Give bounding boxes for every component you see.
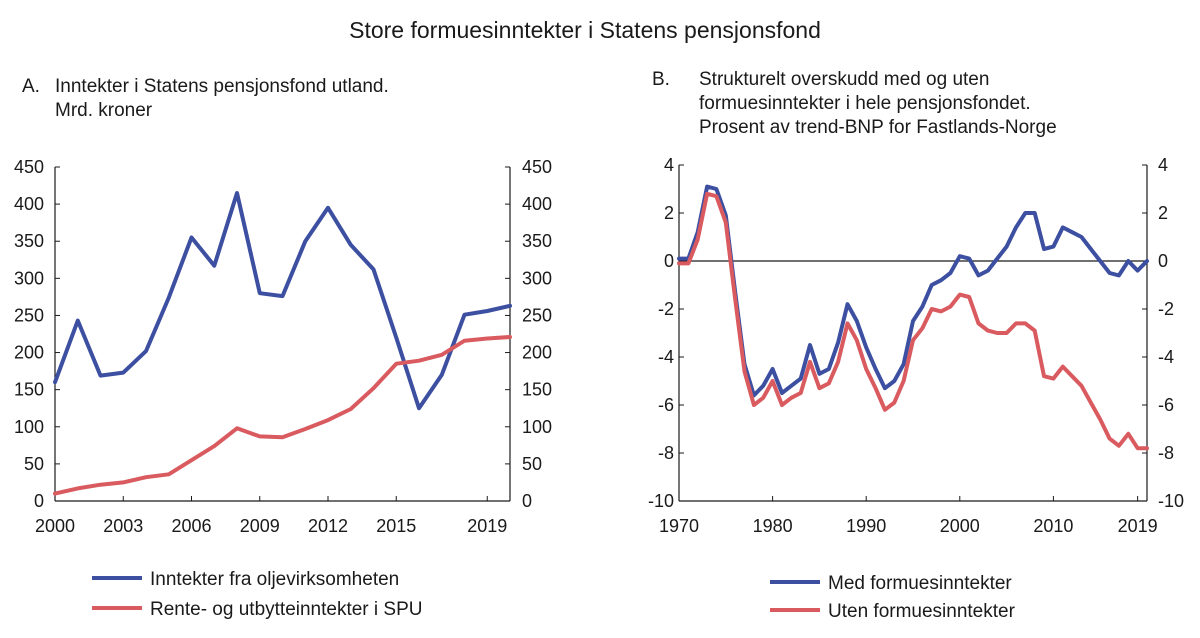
panel-a-y-tick-label: 300 xyxy=(14,268,44,288)
panel-a-y-tick-label: 350 xyxy=(14,231,44,251)
panel-b-y-tick-label: -8 xyxy=(658,443,674,463)
panel-b-y-tick-label: -2 xyxy=(658,299,674,319)
panel-b-x-tick-label: 2010 xyxy=(1033,516,1073,536)
panel-b-legend-label: Uten formuesinntekter xyxy=(828,601,1016,622)
panel-b-y-tick-label-right: -2 xyxy=(1158,299,1174,319)
panel-a-y-tick-label-right: 400 xyxy=(522,194,552,214)
panel-b-x-tick-label: 1990 xyxy=(846,516,886,536)
panel-a-y-tick-label: 50 xyxy=(24,454,44,474)
panel-a-x-tick-label: 2015 xyxy=(376,516,416,536)
panel-a-x-tick-label: 2006 xyxy=(171,516,211,536)
panel-b-y-tick-label: -6 xyxy=(658,395,674,415)
panel-b-title-line: Prosent av trend-BNP for Fastlands-Norge xyxy=(699,117,1057,138)
panel-a-y-tick-label: 0 xyxy=(34,491,44,511)
panel-b-y-tick-label: 0 xyxy=(664,251,674,271)
panel-b-y-tick-label: -4 xyxy=(658,347,674,367)
panel-a-x-tick-label: 2000 xyxy=(35,516,75,536)
panel-a-y-tick-label: 100 xyxy=(14,417,44,437)
panel-b-series-red-line xyxy=(677,191,1149,451)
panel-a-y-tick-label: 400 xyxy=(14,194,44,214)
panel-b-label: B. xyxy=(652,69,670,90)
panel-a-y-tick-label-right: 300 xyxy=(522,268,552,288)
panel-a-y-tick-label: 450 xyxy=(14,157,44,177)
panel-a-chart: A. Inntekter i Statens pensjonsfond utlan… xyxy=(14,76,552,620)
panel-b-x-tick-label: 2019 xyxy=(1118,516,1158,536)
panel-b-legend-label: Med formuesinntekter xyxy=(828,573,1012,594)
panel-a-title-line: Mrd. kroner xyxy=(55,100,153,121)
panel-a-series-blue-line xyxy=(53,191,512,411)
panel-b-y-tick-label-right: 4 xyxy=(1158,155,1168,175)
panel-b-y-tick-label-right: 0 xyxy=(1158,251,1168,271)
panel-a-legend-label: Inntekter fra oljevirksomheten xyxy=(150,569,399,590)
panel-a-y-tick-label-right: 350 xyxy=(522,231,552,251)
panel-a-series-red-line xyxy=(53,335,512,496)
panel-b-y-tick-label-right: 2 xyxy=(1158,203,1168,223)
panel-b-x-tick-label: 2000 xyxy=(940,516,980,536)
panel-a-y-tick-label-right: 450 xyxy=(522,157,552,177)
panel-a-x-tick-label: 2009 xyxy=(240,516,280,536)
panel-a-title-line: Inntekter i Statens pensjonsfond utland. xyxy=(55,76,389,97)
panel-a-y-tick-label-right: 100 xyxy=(522,417,552,437)
panel-a-legend-label: Rente- og utbytteinntekter i SPU xyxy=(150,599,422,620)
panel-b-chart: B. Strukturelt overskudd med og uten formu… xyxy=(648,69,1184,622)
panel-b-y-tick-label: 2 xyxy=(664,203,674,223)
panel-b-y-tick-label: 4 xyxy=(664,155,674,175)
panel-a-x-tick-label: 2012 xyxy=(308,516,348,536)
panel-a-y-tick-label-right: 150 xyxy=(522,380,552,400)
panel-b-y-tick-label-right: -8 xyxy=(1158,443,1174,463)
panel-b-x-tick-label: 1970 xyxy=(659,516,699,536)
panel-a-y-tick-label-right: 250 xyxy=(522,305,552,325)
panel-a-y-tick-label-right: 50 xyxy=(522,454,542,474)
panel-a-x-tick-label: 2019 xyxy=(467,516,507,536)
panel-a-x-tick-label: 2003 xyxy=(103,516,143,536)
panel-b-y-tick-label-right: -4 xyxy=(1158,347,1174,367)
panel-a-y-tick-label: 200 xyxy=(14,343,44,363)
panel-b-title-line: formuesinntekter i hele pensjonsfondet. xyxy=(699,93,1031,114)
panel-b-title-line: Strukturelt overskudd med og uten xyxy=(699,69,989,90)
panel-a-y-tick-label: 150 xyxy=(14,380,44,400)
panel-a-label: A. xyxy=(22,76,40,97)
panel-a-y-tick-label: 250 xyxy=(14,305,44,325)
panel-b-x-tick-label: 1980 xyxy=(753,516,793,536)
panel-a-y-tick-label-right: 200 xyxy=(522,343,552,363)
panel-b-y-tick-label-right: -6 xyxy=(1158,395,1174,415)
panel-b-series-blue-line xyxy=(677,184,1149,398)
panel-b-y-tick-label-right: -10 xyxy=(1158,491,1184,511)
panel-a-y-tick-label-right: 0 xyxy=(522,491,532,511)
panel-b-y-tick-label: -10 xyxy=(648,491,674,511)
figure-title: Store formuesinntekter i Statens pensjon… xyxy=(349,17,821,43)
